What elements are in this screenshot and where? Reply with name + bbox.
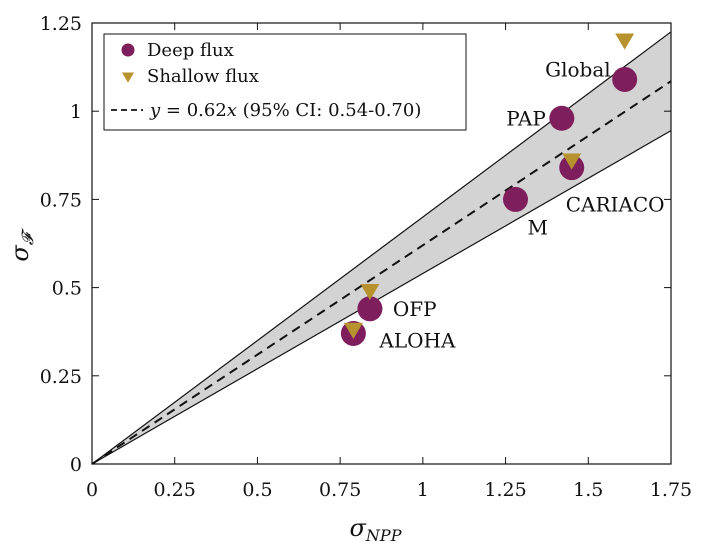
deep-flux-point-m bbox=[502, 186, 528, 212]
x-tick-label: 1.25 bbox=[484, 479, 526, 501]
legend-shallow-label: Shallow flux bbox=[147, 66, 259, 87]
y-tick-label: 0.75 bbox=[40, 189, 82, 211]
x-axis-title-sub: NPP bbox=[365, 526, 402, 545]
deep-flux-point-pap bbox=[549, 105, 575, 131]
site-label-ofp: OFP bbox=[393, 297, 437, 321]
y-tick-label: 0.5 bbox=[52, 278, 82, 300]
site-label-aloha: ALOHA bbox=[378, 328, 456, 352]
ci-lower-line bbox=[91, 130, 672, 465]
site-labels: Global PAP CARIACO M OFP ALOHA bbox=[378, 57, 664, 352]
x-tick-label: 0.25 bbox=[154, 479, 196, 501]
site-label-global: Global bbox=[545, 57, 611, 81]
y-tick-label: 0.25 bbox=[40, 366, 82, 388]
x-tick-label: 0.75 bbox=[319, 479, 361, 501]
legend-fit-ci: (95% CI: 0.54-0.70) bbox=[237, 100, 421, 121]
y-axis-title-sub: 𝓕 bbox=[18, 227, 37, 245]
confidence-band bbox=[91, 31, 672, 465]
site-label-cariaco: CARIACO bbox=[566, 193, 665, 217]
legend-fit-x: x bbox=[227, 100, 237, 121]
y-axis-title-base: σ bbox=[6, 245, 34, 262]
plot-frame bbox=[91, 22, 672, 465]
legend-box bbox=[103, 33, 467, 131]
shallow-flux-point-global bbox=[615, 33, 635, 50]
ci-upper-line bbox=[91, 31, 672, 465]
y-axis-title: σ𝓕 bbox=[6, 227, 37, 261]
x-axis-title-base: σ bbox=[350, 514, 367, 542]
x-tick-label: 1.5 bbox=[573, 479, 603, 501]
shallow-flux-point-aloha bbox=[343, 322, 363, 339]
shallow-flux-point-cariaco bbox=[562, 153, 582, 170]
legend-deep-marker bbox=[121, 43, 135, 57]
deep-flux-point-ofp bbox=[357, 296, 383, 322]
x-tick-label: 0.5 bbox=[242, 479, 272, 501]
legend-shallow-marker bbox=[122, 72, 134, 83]
y-tick-label: 0 bbox=[70, 454, 82, 476]
shallow-flux-series bbox=[343, 33, 635, 339]
legend-deep-label: Deep flux bbox=[147, 40, 234, 61]
shallow-flux-point-ofp bbox=[360, 284, 380, 301]
fit-line bbox=[91, 80, 672, 465]
y-tick-label: 1 bbox=[70, 101, 82, 123]
legend-fit-eq: = 0.62 bbox=[160, 100, 227, 121]
fit-line-layer bbox=[91, 80, 672, 465]
x-tick-label: 1 bbox=[417, 479, 429, 501]
legend-fit-label: y = 0.62x (95% CI: 0.54-0.70) bbox=[149, 100, 421, 121]
x-tick-label: 1.75 bbox=[650, 479, 692, 501]
x-axis-title: σNPP bbox=[350, 514, 402, 545]
site-label-m: M bbox=[527, 215, 547, 239]
legend-fit-var: y bbox=[149, 100, 161, 121]
x-tick-label: 0 bbox=[86, 479, 98, 501]
x-axis-ticks: 0 0.25 0.5 0.75 1 1.25 1.5 1.75 bbox=[86, 23, 692, 501]
deep-flux-point-global bbox=[612, 66, 638, 92]
site-label-pap: PAP bbox=[506, 106, 546, 130]
y-tick-label: 1.25 bbox=[40, 13, 82, 35]
legend: Deep flux Shallow flux y = 0.62x (95% CI… bbox=[103, 33, 467, 131]
y-axis-ticks: 0 0.25 0.5 0.75 1 1.25 bbox=[40, 13, 671, 476]
